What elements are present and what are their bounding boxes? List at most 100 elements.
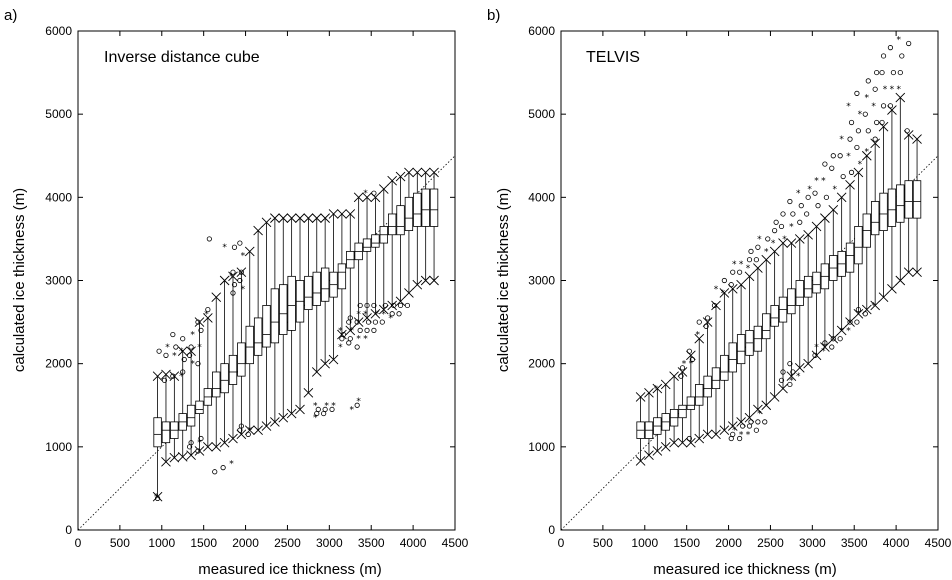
max-marker [694, 333, 705, 344]
outlier-point [230, 269, 236, 275]
outlier-point [364, 327, 370, 333]
max-marker [337, 209, 347, 219]
min-marker [278, 412, 289, 423]
outlier-star: * [338, 343, 343, 353]
outlier-point [848, 119, 855, 126]
outlier-star: * [222, 243, 227, 253]
x-tick-label: 4500 [925, 536, 952, 550]
box [245, 325, 254, 365]
min-marker [429, 275, 439, 286]
outlier-star: * [241, 285, 246, 295]
max-marker [635, 392, 646, 402]
reference-line [77, 155, 456, 531]
y-tick-label: 1000 [528, 440, 555, 454]
outlier-point [854, 90, 860, 96]
max-marker [261, 217, 272, 228]
min-marker [353, 317, 364, 327]
box [879, 192, 888, 232]
outlier-point [371, 302, 377, 309]
max-marker [778, 238, 788, 248]
outlier-star: * [771, 239, 776, 249]
outlier-point [220, 465, 226, 471]
outlier-star: * [883, 85, 888, 95]
outlier-point [874, 119, 880, 126]
box [845, 242, 855, 273]
min-marker [362, 313, 372, 323]
max-marker [903, 130, 914, 140]
min-marker [895, 275, 906, 286]
outlier-star: * [789, 376, 794, 386]
outlier-star: * [363, 189, 368, 199]
max-marker [828, 204, 839, 215]
outlier-point [872, 86, 878, 92]
outlier-star: * [190, 331, 195, 341]
outlier-star: * [757, 235, 762, 245]
max-marker [677, 367, 688, 377]
outlier-point [170, 373, 176, 379]
y-tick-label: 3000 [45, 274, 72, 288]
min-marker [186, 450, 196, 460]
outlier-point [737, 269, 743, 275]
box [312, 271, 321, 306]
outlier-point [371, 327, 377, 333]
max-marker [744, 271, 755, 282]
min-marker [395, 296, 406, 307]
max-marker [362, 192, 372, 203]
box [320, 267, 330, 302]
min-marker [652, 446, 663, 456]
outlier-point [804, 211, 810, 217]
x-tick-label: 500 [110, 536, 130, 550]
min-marker [669, 437, 679, 448]
max-marker [161, 369, 171, 380]
min-marker [219, 437, 230, 448]
outlier-point [746, 257, 753, 263]
outlier-star: * [229, 459, 234, 469]
outlier-point [829, 165, 835, 171]
x-tick-label: 0 [75, 536, 82, 550]
outlier-point [730, 431, 736, 437]
outlier-star: * [172, 351, 177, 361]
outlier-point [372, 319, 379, 325]
max-marker [719, 288, 730, 298]
outlier-point [880, 53, 887, 59]
outlier-point [404, 302, 411, 309]
outlier-star: * [796, 372, 801, 382]
panel-b-title: TELVIS [586, 49, 640, 66]
outlier-point [156, 348, 162, 354]
outlier-star: * [350, 326, 355, 336]
max-marker [253, 225, 263, 236]
outlier-point [778, 223, 785, 230]
outlier-point [205, 307, 211, 313]
box [695, 384, 704, 406]
x-tick-label: 0 [558, 536, 565, 550]
outlier-point [812, 190, 818, 196]
outlier-star: * [846, 152, 851, 162]
box [228, 354, 238, 385]
outlier-star: * [865, 148, 870, 158]
min-marker [702, 429, 713, 440]
outlier-star: * [375, 310, 380, 320]
max-marker [753, 263, 763, 273]
outlier-star: * [897, 85, 902, 95]
min-marker [378, 304, 389, 315]
outlier-point [865, 78, 871, 84]
min-marker [803, 358, 813, 369]
max-marker [811, 221, 822, 232]
max-marker [244, 246, 255, 257]
outlier-point [899, 53, 905, 59]
y-tick-label: 1000 [45, 440, 72, 454]
outlier-point [872, 136, 878, 142]
max-marker [152, 371, 163, 381]
max-marker [686, 350, 696, 361]
max-marker [669, 371, 679, 381]
min-marker [686, 437, 696, 448]
x-tick-label: 2000 [715, 536, 742, 550]
outlier-point [397, 302, 404, 309]
outlier-star: * [732, 260, 737, 270]
min-marker [169, 452, 180, 463]
min-marker [328, 354, 339, 365]
y-tick-label: 5000 [45, 107, 72, 121]
outlier-point [765, 236, 771, 242]
outlier-point [812, 352, 818, 358]
outlier-point [198, 435, 204, 442]
